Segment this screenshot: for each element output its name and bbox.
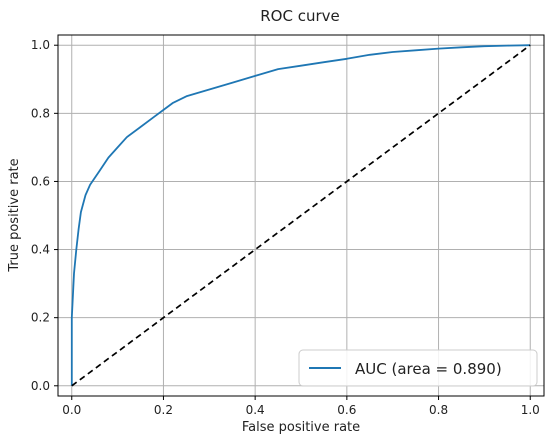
legend-box [298, 349, 538, 387]
x-tick-label: 0.6 [337, 403, 356, 417]
y-tick-label: 0.0 [31, 379, 50, 393]
roc-curve-line [70, 44, 531, 386]
x-tick-label: 0.2 [154, 403, 173, 417]
y-tick-label: 1.0 [31, 38, 50, 52]
y-tick-label: 0.2 [31, 311, 50, 325]
y-axis-label: True positive rate [7, 158, 22, 272]
plot-frame [57, 34, 545, 397]
x-tick-label: 0.4 [246, 403, 265, 417]
y-tick-label: 0.6 [31, 174, 50, 188]
y-tick-label: 0.4 [31, 243, 50, 257]
legend: AUC (area = 0.890) [298, 349, 538, 387]
tick-layer: 0.0 0.2 0.4 0.6 0.8 1.0 0.0 0.2 0.4 0.6 0.8 1.0 [31, 38, 540, 417]
x-tick-label: 0.0 [62, 403, 81, 417]
x-tick-label: 1.0 [521, 403, 540, 417]
x-axis-label: False positive rate [242, 420, 360, 435]
y-tick-label: 0.8 [31, 106, 50, 120]
series-layer [70, 44, 531, 387]
chart-title: ROC curve [260, 7, 340, 25]
x-tick-label: 0.8 [429, 403, 448, 417]
chance-diagonal-line [71, 44, 531, 387]
legend-label: AUC (area = 0.890) [355, 360, 502, 378]
